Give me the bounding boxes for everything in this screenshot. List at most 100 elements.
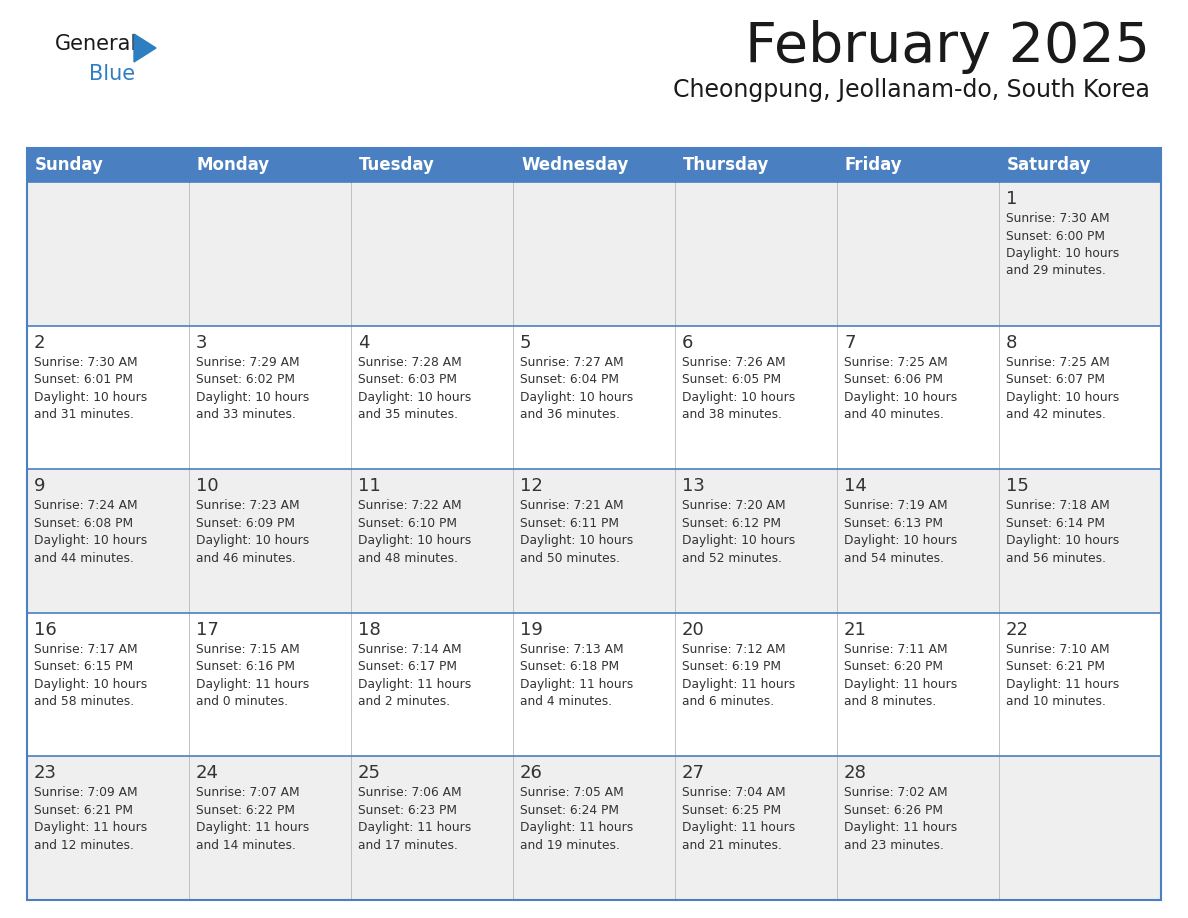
Text: Daylight: 10 hours: Daylight: 10 hours (358, 390, 472, 404)
Text: 13: 13 (682, 477, 704, 495)
Text: Sunset: 6:17 PM: Sunset: 6:17 PM (358, 660, 457, 673)
Text: Daylight: 10 hours: Daylight: 10 hours (34, 390, 147, 404)
Text: and 21 minutes.: and 21 minutes. (682, 839, 782, 852)
Text: and 46 minutes.: and 46 minutes. (196, 552, 296, 565)
Text: 12: 12 (520, 477, 543, 495)
Text: Daylight: 10 hours: Daylight: 10 hours (34, 534, 147, 547)
Text: Sunset: 6:22 PM: Sunset: 6:22 PM (196, 804, 295, 817)
Text: Sunset: 6:10 PM: Sunset: 6:10 PM (358, 517, 457, 530)
Text: Daylight: 10 hours: Daylight: 10 hours (520, 534, 633, 547)
Text: Sunrise: 7:30 AM: Sunrise: 7:30 AM (1006, 212, 1110, 225)
Text: and 29 minutes.: and 29 minutes. (1006, 264, 1106, 277)
Text: Friday: Friday (845, 156, 903, 174)
Text: Sunrise: 7:28 AM: Sunrise: 7:28 AM (358, 355, 462, 369)
Text: Sunrise: 7:22 AM: Sunrise: 7:22 AM (358, 499, 462, 512)
Text: and 19 minutes.: and 19 minutes. (520, 839, 620, 852)
Text: Daylight: 11 hours: Daylight: 11 hours (196, 677, 309, 691)
Text: 3: 3 (196, 333, 208, 352)
Bar (27, 182, 1161, 326)
Text: and 17 minutes.: and 17 minutes. (358, 839, 457, 852)
Text: Sunrise: 7:24 AM: Sunrise: 7:24 AM (34, 499, 138, 512)
Text: Sunrise: 7:17 AM: Sunrise: 7:17 AM (34, 643, 138, 655)
Text: Sunset: 6:09 PM: Sunset: 6:09 PM (196, 517, 295, 530)
Text: Sunday: Sunday (34, 156, 103, 174)
Text: Thursday: Thursday (683, 156, 770, 174)
Text: 9: 9 (34, 477, 45, 495)
Text: and 48 minutes.: and 48 minutes. (358, 552, 459, 565)
Text: and 31 minutes.: and 31 minutes. (34, 409, 134, 421)
Text: Cheongpung, Jeollanam-do, South Korea: Cheongpung, Jeollanam-do, South Korea (674, 78, 1150, 102)
Text: and 0 minutes.: and 0 minutes. (196, 695, 289, 709)
Bar (513, 148, 675, 182)
Text: and 2 minutes.: and 2 minutes. (358, 695, 450, 709)
Text: Monday: Monday (197, 156, 270, 174)
Text: 27: 27 (682, 765, 704, 782)
Text: Daylight: 10 hours: Daylight: 10 hours (196, 534, 309, 547)
Text: Sunset: 6:19 PM: Sunset: 6:19 PM (682, 660, 781, 673)
Text: Sunrise: 7:27 AM: Sunrise: 7:27 AM (520, 355, 624, 369)
Text: Sunrise: 7:14 AM: Sunrise: 7:14 AM (358, 643, 462, 655)
Text: Sunrise: 7:15 AM: Sunrise: 7:15 AM (196, 643, 299, 655)
Text: Sunset: 6:13 PM: Sunset: 6:13 PM (843, 517, 943, 530)
Text: 5: 5 (520, 333, 531, 352)
Text: Sunset: 6:12 PM: Sunset: 6:12 PM (682, 517, 781, 530)
Text: and 36 minutes.: and 36 minutes. (520, 409, 620, 421)
Text: and 12 minutes.: and 12 minutes. (34, 839, 134, 852)
Bar (27, 326, 1161, 469)
Text: 1: 1 (1006, 190, 1017, 208)
Text: Daylight: 11 hours: Daylight: 11 hours (1006, 677, 1119, 691)
Text: Sunrise: 7:25 AM: Sunrise: 7:25 AM (1006, 355, 1110, 369)
Text: Sunset: 6:07 PM: Sunset: 6:07 PM (1006, 373, 1105, 386)
Text: and 8 minutes.: and 8 minutes. (843, 695, 936, 709)
Text: Sunrise: 7:11 AM: Sunrise: 7:11 AM (843, 643, 948, 655)
Text: Daylight: 11 hours: Daylight: 11 hours (520, 822, 633, 834)
Text: and 14 minutes.: and 14 minutes. (196, 839, 296, 852)
Text: and 10 minutes.: and 10 minutes. (1006, 695, 1106, 709)
Bar (675, 148, 838, 182)
Text: Sunrise: 7:06 AM: Sunrise: 7:06 AM (358, 787, 462, 800)
Text: Sunset: 6:08 PM: Sunset: 6:08 PM (34, 517, 133, 530)
Text: Daylight: 10 hours: Daylight: 10 hours (196, 390, 309, 404)
Text: Sunrise: 7:10 AM: Sunrise: 7:10 AM (1006, 643, 1110, 655)
Text: and 6 minutes.: and 6 minutes. (682, 695, 775, 709)
Text: Sunrise: 7:04 AM: Sunrise: 7:04 AM (682, 787, 785, 800)
Text: Daylight: 10 hours: Daylight: 10 hours (520, 390, 633, 404)
Text: Sunrise: 7:18 AM: Sunrise: 7:18 AM (1006, 499, 1110, 512)
Text: Sunrise: 7:13 AM: Sunrise: 7:13 AM (520, 643, 624, 655)
Text: Sunset: 6:11 PM: Sunset: 6:11 PM (520, 517, 619, 530)
Text: Daylight: 11 hours: Daylight: 11 hours (196, 822, 309, 834)
Text: 18: 18 (358, 621, 380, 639)
Text: Tuesday: Tuesday (359, 156, 435, 174)
Text: 10: 10 (196, 477, 219, 495)
Text: Daylight: 10 hours: Daylight: 10 hours (1006, 534, 1119, 547)
Text: 26: 26 (520, 765, 543, 782)
Text: 11: 11 (358, 477, 380, 495)
Text: Sunrise: 7:30 AM: Sunrise: 7:30 AM (34, 355, 138, 369)
Bar (999, 148, 1161, 182)
Text: Daylight: 11 hours: Daylight: 11 hours (358, 677, 472, 691)
Text: 17: 17 (196, 621, 219, 639)
Text: 25: 25 (358, 765, 381, 782)
Text: Daylight: 10 hours: Daylight: 10 hours (843, 534, 958, 547)
Text: 7: 7 (843, 333, 855, 352)
Text: 19: 19 (520, 621, 543, 639)
Text: 14: 14 (843, 477, 867, 495)
Text: Sunrise: 7:12 AM: Sunrise: 7:12 AM (682, 643, 785, 655)
Bar (838, 148, 999, 182)
Text: Sunrise: 7:02 AM: Sunrise: 7:02 AM (843, 787, 948, 800)
Text: and 44 minutes.: and 44 minutes. (34, 552, 134, 565)
Text: and 40 minutes.: and 40 minutes. (843, 409, 944, 421)
Text: 24: 24 (196, 765, 219, 782)
Text: and 58 minutes.: and 58 minutes. (34, 695, 134, 709)
Text: Sunrise: 7:07 AM: Sunrise: 7:07 AM (196, 787, 299, 800)
Text: General: General (55, 34, 138, 54)
Polygon shape (134, 34, 156, 62)
Text: Daylight: 10 hours: Daylight: 10 hours (34, 677, 147, 691)
Text: 6: 6 (682, 333, 694, 352)
Text: Sunset: 6:20 PM: Sunset: 6:20 PM (843, 660, 943, 673)
Text: and 33 minutes.: and 33 minutes. (196, 409, 296, 421)
Text: Sunset: 6:14 PM: Sunset: 6:14 PM (1006, 517, 1105, 530)
Text: Sunrise: 7:26 AM: Sunrise: 7:26 AM (682, 355, 785, 369)
Text: and 38 minutes.: and 38 minutes. (682, 409, 782, 421)
Text: Wednesday: Wednesday (522, 156, 628, 174)
